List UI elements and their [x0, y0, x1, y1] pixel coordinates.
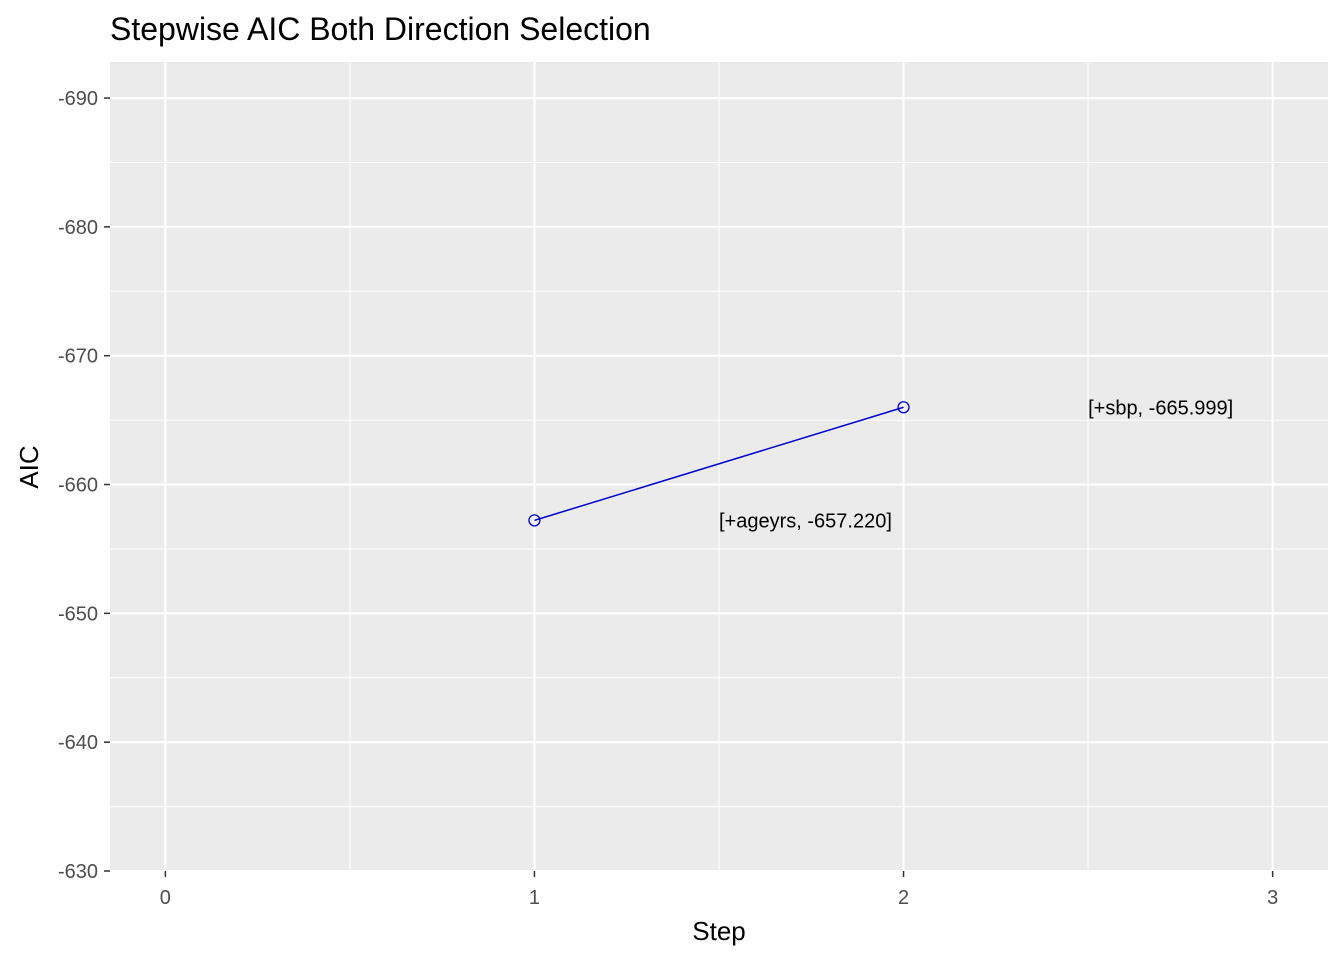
x-tick-label: 1	[529, 887, 540, 909]
y-tick-label: -640	[58, 732, 98, 754]
data-point	[528, 514, 541, 527]
x-tick-label: 0	[160, 887, 171, 909]
data-label: [+sbp, -665.999]	[1088, 397, 1233, 419]
y-axis-title: AIC	[14, 445, 44, 488]
x-tick-label: 3	[1267, 887, 1278, 909]
y-tick-label: -680	[58, 217, 98, 239]
y-tick-label: -660	[58, 475, 98, 497]
x-axis-title: Step	[692, 916, 746, 946]
series-layer	[528, 401, 910, 527]
y-tick-label: -630	[58, 861, 98, 883]
grid-major	[110, 62, 1328, 872]
series-line	[534, 406, 904, 522]
y-axis: -690 -680 -670 -660 -650 -640 -630	[58, 88, 110, 883]
x-axis: 0 1 2 3	[160, 871, 1278, 909]
data-point	[897, 401, 910, 414]
y-tick-label: -690	[58, 88, 98, 110]
y-tick-label: -670	[58, 346, 98, 368]
grid-minor	[110, 62, 1328, 871]
x-tick-label: 2	[898, 887, 909, 909]
chart-title: Stepwise AIC Both Direction Selection	[110, 11, 651, 47]
data-label: [+ageyrs, -657.220]	[719, 510, 892, 532]
y-tick-label: -650	[58, 603, 98, 625]
annotation-layer: [+ageyrs, -657.220] [+sbp, -665.999]	[719, 397, 1233, 532]
